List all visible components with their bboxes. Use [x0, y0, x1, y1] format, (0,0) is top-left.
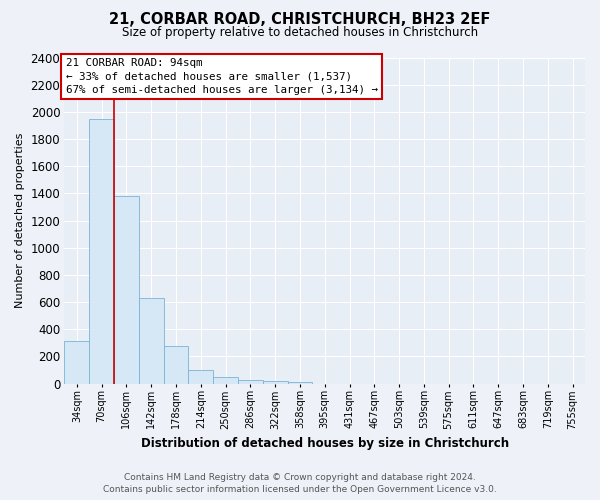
Bar [89, 118, 114, 384]
X-axis label: Distribution of detached houses by size in Christchurch: Distribution of detached houses by size … [140, 437, 509, 450]
Bar [263, 381, 287, 384]
Text: 21, CORBAR ROAD, CHRISTCHURCH, BH23 2EF: 21, CORBAR ROAD, CHRISTCHURCH, BH23 2EF [109, 12, 491, 28]
Bar [238, 380, 263, 384]
Bar [213, 378, 238, 384]
Text: Contains HM Land Registry data © Crown copyright and database right 2024.
Contai: Contains HM Land Registry data © Crown c… [103, 472, 497, 494]
Text: 21 CORBAR ROAD: 94sqm
← 33% of detached houses are smaller (1,537)
67% of semi-d: 21 CORBAR ROAD: 94sqm ← 33% of detached … [66, 58, 378, 94]
Bar [287, 382, 313, 384]
Bar [164, 346, 188, 384]
Bar [139, 298, 164, 384]
Y-axis label: Number of detached properties: Number of detached properties [15, 133, 25, 308]
Bar [188, 370, 213, 384]
Text: Size of property relative to detached houses in Christchurch: Size of property relative to detached ho… [122, 26, 478, 39]
Bar [64, 342, 89, 384]
Bar [114, 196, 139, 384]
